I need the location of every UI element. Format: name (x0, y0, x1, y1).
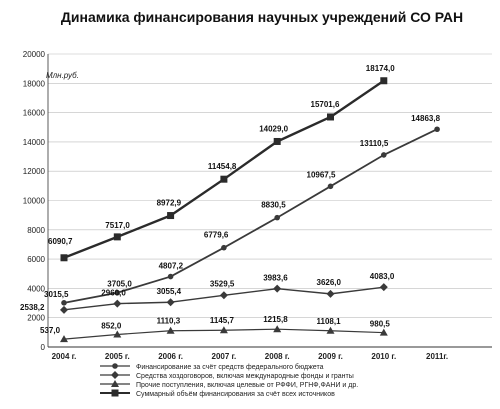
data-label: 3983,6 (263, 274, 288, 283)
x-tick-label: 2005 г. (105, 352, 130, 361)
legend-label: Суммарный объём финансирования за счёт в… (136, 390, 335, 398)
chart-title: Динамика финансирования научных учрежден… (61, 9, 463, 25)
y-tick-label: 8000 (27, 226, 45, 235)
data-label: 3626,0 (317, 278, 342, 287)
marker (327, 183, 334, 190)
data-label: 15701,6 (311, 100, 340, 109)
data-label: 7517,0 (105, 221, 130, 230)
y-tick-label: 12000 (23, 167, 46, 176)
y-tick-label: 16000 (23, 109, 46, 118)
data-label: 3055,4 (157, 287, 182, 296)
x-tick-label: 2004 г. (52, 352, 77, 361)
marker (434, 126, 440, 133)
marker (274, 214, 281, 221)
marker (221, 244, 227, 251)
marker (273, 137, 281, 145)
data-label: 6090,7 (48, 237, 73, 246)
marker (60, 305, 68, 314)
marker (113, 233, 121, 241)
marker (326, 289, 335, 298)
legend-label: Средства хоздоговоров, включая междунаро… (136, 373, 354, 380)
y-tick-label: 4000 (27, 284, 45, 293)
data-label: 1108,1 (317, 317, 342, 326)
marker (379, 328, 388, 336)
marker (114, 289, 121, 296)
y-tick-label: 2000 (27, 314, 45, 323)
y-tick-label: 18000 (23, 79, 46, 88)
legend-label: Финансирование за счёт средств федеральн… (136, 363, 324, 371)
y-tick-label: 0 (41, 343, 46, 352)
y-axis-ticks: 0 2000 4000 6000 8000 10000 12000 14000 16000 180… (23, 50, 46, 352)
data-label: 2960,0 (101, 289, 126, 298)
marker (273, 284, 282, 293)
marker (111, 371, 119, 379)
marker (327, 113, 334, 121)
series-group (60, 77, 440, 343)
y-axis-unit: Млн.руб. (46, 71, 79, 80)
marker (112, 363, 118, 369)
x-tick-label: 2011г. (426, 352, 448, 361)
legend: Финансирование за счёт средств федеральн… (100, 363, 358, 398)
x-tick-label: 2009 г. (318, 352, 343, 361)
data-label: 852,0 (101, 322, 122, 331)
marker (166, 298, 175, 307)
legend-label: Прочие поступления, включая целевые от Р… (136, 382, 358, 389)
marker (379, 283, 388, 292)
data-label: 980,5 (370, 320, 391, 329)
data-label: 537,0 (40, 326, 61, 335)
data-label: 10967,5 (307, 170, 336, 179)
data-label: 18174,0 (366, 64, 395, 73)
marker (326, 326, 335, 334)
x-tick-label: 2010 г. (371, 352, 396, 361)
series-line (63, 128, 438, 304)
data-label: 4807,2 (159, 262, 184, 271)
x-tick-label: 2006 г. (158, 352, 183, 361)
data-label: 13110,5 (360, 139, 389, 148)
x-tick-label: 2008 г. (265, 352, 290, 361)
marker (220, 175, 228, 183)
marker (381, 152, 387, 158)
marker (166, 326, 175, 334)
data-label: 8972,9 (157, 199, 182, 208)
marker (380, 77, 388, 85)
data-label: 3015,5 (44, 290, 69, 299)
data-label: 4083,0 (370, 272, 395, 281)
data-label: 1110,3 (157, 317, 181, 326)
y-tick-label: 6000 (27, 255, 45, 264)
data-label: 1215,8 (263, 315, 288, 324)
marker (167, 273, 174, 280)
y-tick-label: 10000 (23, 197, 46, 206)
data-labels: 3015,5 3705,0 4807,2 6779,6 8830,5 10967,5 131… (20, 64, 441, 335)
y-tick-label: 14000 (23, 138, 46, 147)
marker (219, 291, 228, 300)
marker (111, 380, 119, 387)
data-label: 14863,8 (411, 114, 440, 123)
data-label: 1145,7 (210, 316, 235, 325)
y-tick-label: 20000 (23, 50, 46, 59)
marker (113, 299, 122, 308)
data-label: 3529,5 (210, 279, 235, 288)
data-label: 14029,0 (259, 124, 288, 133)
x-tick-label: 2007 г. (212, 352, 237, 361)
marker (273, 325, 282, 333)
data-label: 3705,0 (107, 280, 132, 289)
marker (167, 212, 175, 220)
x-axis-ticks: 2004 г. 2005 г. 2006 г. 2007 г. 2008 г. 2009 … (52, 352, 449, 361)
data-label: 2538,2 (20, 303, 45, 312)
marker (60, 335, 68, 343)
marker (219, 326, 228, 334)
data-label: 6779,6 (204, 231, 229, 240)
marker (113, 330, 122, 338)
marker (61, 300, 67, 306)
data-label: 8830,5 (261, 201, 286, 210)
grid (47, 53, 492, 348)
marker (111, 389, 119, 397)
data-label: 11454,8 (208, 162, 237, 171)
marker (60, 254, 68, 262)
